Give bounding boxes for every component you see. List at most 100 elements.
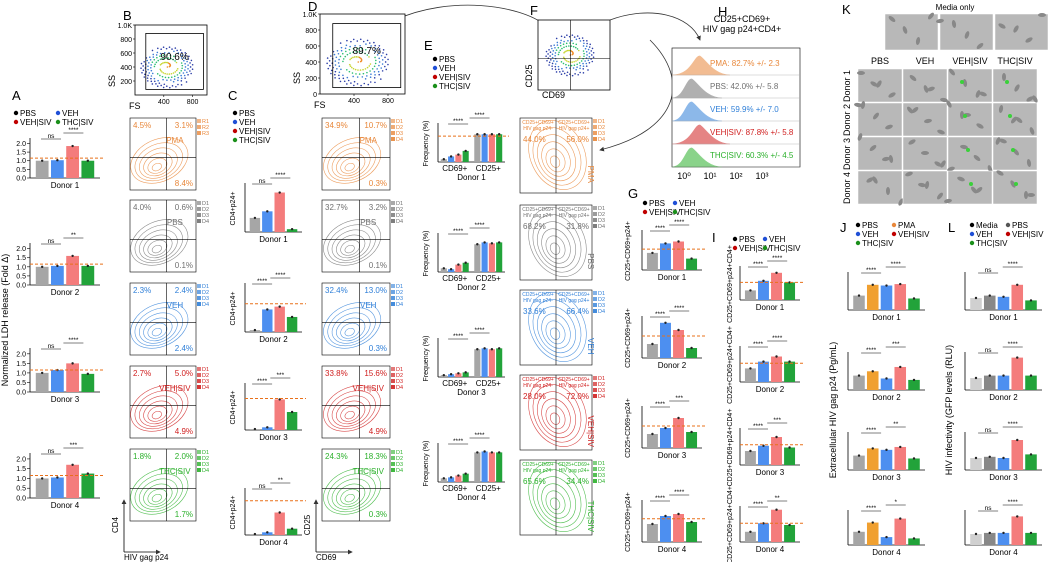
event-dot <box>187 64 189 66</box>
point-cap <box>749 367 752 370</box>
legend-label: THC|SIV <box>976 239 1008 248</box>
cell <box>973 155 981 161</box>
tag-label: D3 <box>202 462 209 468</box>
event-dot <box>374 50 376 53</box>
event-dot <box>362 40 365 43</box>
legend-label: VEH <box>976 230 993 239</box>
cell <box>857 71 865 75</box>
legend-marker <box>13 110 19 116</box>
quadrant-percent: 31.8% <box>566 222 589 231</box>
event-dot <box>356 83 359 85</box>
contour <box>336 400 366 425</box>
significance: **** <box>257 378 268 385</box>
event-dot <box>583 55 585 58</box>
arrow <box>599 39 674 152</box>
tag-box <box>593 382 597 386</box>
tag-box <box>391 462 395 466</box>
event-dot <box>346 69 348 71</box>
significance: **** <box>275 272 286 279</box>
y-axis-label: Normalized LDH release (Fold Δ) <box>0 254 10 387</box>
x-tick-label: 10³ <box>755 171 768 181</box>
contour <box>344 327 355 337</box>
event-dot <box>181 54 183 57</box>
event-dot <box>345 50 347 53</box>
bar <box>686 432 698 448</box>
cell <box>949 68 955 76</box>
legend-label: PBS <box>862 221 878 230</box>
bar <box>880 378 893 390</box>
bar <box>488 134 495 162</box>
event-dot <box>582 65 585 68</box>
contour <box>545 235 566 260</box>
x-tick-label: 800 <box>382 98 394 105</box>
event-dot <box>550 45 552 47</box>
legend-label: VEH|SIV <box>898 230 930 239</box>
event-dot <box>551 62 554 65</box>
event-dot <box>385 68 388 71</box>
event-dot <box>557 53 560 56</box>
cell <box>971 186 977 194</box>
legend-label: VEH|SIV <box>439 73 471 82</box>
point-cap <box>871 370 874 373</box>
legend-marker <box>969 222 975 228</box>
event-dot <box>571 61 573 63</box>
event-dot <box>173 75 176 78</box>
event-dot <box>568 45 570 47</box>
quadrant-header: CD25+CD69+ <box>558 292 589 298</box>
legend-label: THC|SIV <box>679 208 711 217</box>
point-cap <box>476 451 479 454</box>
bar <box>35 372 49 392</box>
bar <box>1025 532 1037 545</box>
point-cap <box>476 348 479 351</box>
event-dot <box>563 40 565 43</box>
event-dot <box>374 81 376 84</box>
event-dot <box>180 74 182 77</box>
event-dot <box>178 72 181 74</box>
tag-label: D4 <box>598 309 605 315</box>
tag-box <box>391 450 395 454</box>
event-dot <box>152 56 155 58</box>
cell <box>1032 95 1038 103</box>
event-dot <box>565 50 568 52</box>
event-dot <box>568 35 571 38</box>
y-tick-label: 800 <box>120 37 132 44</box>
tag-label: D3 <box>202 296 209 302</box>
micrograph <box>857 170 903 205</box>
event-dot <box>141 71 143 74</box>
tag-label: D2 <box>202 373 209 379</box>
event-dot <box>333 53 336 56</box>
y-tick-label: 0.5 <box>16 167 26 174</box>
quadrant-percent: 0.1% <box>175 261 193 270</box>
event-dot <box>576 66 578 68</box>
contour <box>331 147 371 179</box>
tag-box <box>593 473 597 477</box>
panel-letter: F <box>530 3 538 18</box>
bar <box>894 446 907 470</box>
event-dot <box>378 57 380 60</box>
gfp-signal <box>1005 80 1009 84</box>
event-dot <box>361 47 363 50</box>
significance: ns <box>259 178 267 185</box>
bar <box>1025 375 1037 390</box>
event-dot <box>336 67 338 70</box>
point-cap <box>266 426 269 429</box>
event-dot <box>352 75 354 78</box>
event-dot <box>563 36 566 39</box>
event-dot <box>558 51 560 54</box>
subplot-title: Donor 2 <box>872 393 901 402</box>
cell <box>1029 127 1035 135</box>
point-cap <box>56 159 59 162</box>
contour <box>138 395 178 427</box>
point-cap <box>490 348 494 351</box>
event-dot <box>187 67 189 70</box>
tag-box <box>391 219 395 223</box>
event-dot <box>156 73 159 75</box>
tag-label: D3 <box>598 388 605 394</box>
y-tick-label: 1.5 <box>16 150 26 157</box>
x-tick-label: 400 <box>158 99 170 106</box>
event-dot <box>166 54 168 56</box>
subplot-title: Donor 3 <box>756 468 785 477</box>
micrograph <box>947 170 993 205</box>
contour <box>138 229 178 261</box>
subplot-title: Donor 1 <box>989 313 1018 322</box>
